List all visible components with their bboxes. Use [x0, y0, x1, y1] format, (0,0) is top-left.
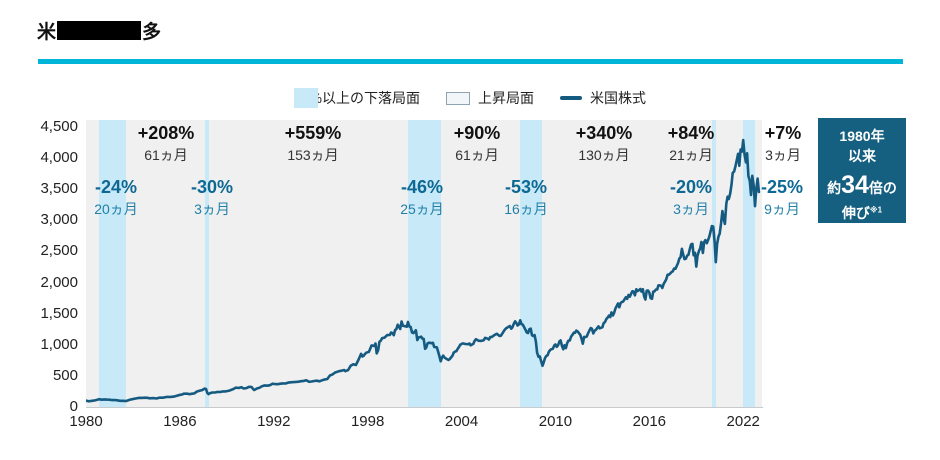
legend-label: 20%以上の下落局面	[293, 90, 421, 106]
title-underline	[38, 59, 903, 64]
annotation-rise: +84% 21ヵ月	[667, 123, 715, 163]
y-tick-label: 2,500	[40, 242, 78, 260]
decline-band-swatch-icon	[293, 88, 318, 108]
x-tick-label: 2016	[632, 413, 667, 430]
decline-band	[204, 120, 209, 407]
x-tick-label: 1992	[257, 413, 291, 430]
callout-line-2: 以来	[848, 148, 876, 165]
callout-multiple: 34	[841, 170, 869, 199]
y-tick-label: 4,500	[40, 118, 78, 135]
legend-label: 米国株式	[590, 90, 647, 106]
annotation-rise: +7% 3ヵ月	[764, 123, 802, 163]
annotation-drop: -46% 25ヵ月	[400, 177, 444, 217]
callout-line-4: 伸び※1	[841, 204, 883, 221]
y-tick-label: 4,000	[40, 149, 78, 167]
annotation-rise: +208% 61ヵ月	[137, 123, 195, 163]
redaction-bar	[57, 20, 142, 40]
y-tick-label: 1,500	[40, 304, 78, 322]
annotation-drop: -25% 9ヵ月	[760, 177, 804, 217]
annotation-rise: +340% 130ヵ月	[575, 123, 633, 163]
legend-label: 上昇局面	[478, 90, 535, 106]
annotation-drop: -24% 20ヵ月	[94, 177, 138, 217]
decline-band	[743, 120, 755, 407]
annotation-rise: +90% 61ヵ月	[453, 123, 501, 163]
title-prefix: 米	[37, 21, 57, 43]
annotation-drop: -53% 16ヵ月	[504, 177, 548, 217]
x-tick-label: 2004	[444, 413, 479, 430]
callout-line-3: 約34倍の	[827, 170, 897, 199]
x-tick-label: 2022	[726, 413, 760, 430]
decline-band	[711, 120, 716, 407]
legend-item-decline-phase: 20%以上の下落局面	[293, 88, 421, 108]
annotation-rise: +559% 153ヵ月	[284, 123, 342, 163]
callout-line-1: 1980年	[839, 128, 885, 144]
y-tick-label: 2,000	[40, 273, 78, 291]
x-tick-label: 1980	[69, 413, 103, 430]
y-tick-label: 0	[69, 398, 78, 415]
y-tick-label: 1,000	[40, 335, 78, 353]
rise-band-swatch-icon	[446, 91, 471, 105]
y-tick-label: 3,500	[40, 180, 78, 198]
decline-band	[98, 120, 127, 407]
y-tick-label: 500	[52, 366, 78, 384]
x-tick-label: 1986	[163, 413, 197, 430]
footnote-marker: ※1	[869, 205, 883, 215]
x-tick-label: 2010	[538, 413, 573, 430]
growth-callout: 1980年 以来 約34倍の 伸び※1	[818, 118, 906, 223]
annotation-drop: -30% 3ヵ月	[190, 177, 234, 217]
decline-band	[408, 120, 441, 407]
us-equity-line	[86, 138, 761, 403]
x-axis-line	[86, 407, 763, 408]
legend: 20%以上の下落局面 上昇局面 米国株式	[0, 88, 940, 108]
page-title: 米 多	[37, 18, 162, 43]
decline-band	[520, 120, 543, 407]
y-tick-label: 3,000	[40, 211, 78, 229]
line-swatch-icon	[560, 96, 583, 100]
plot-area	[86, 120, 762, 407]
legend-item-rise-phase: 上昇局面	[446, 88, 534, 108]
title-suffix: 多	[142, 21, 162, 43]
legend-item-us-equity: 米国株式	[560, 88, 646, 108]
x-tick-label: 1998	[350, 413, 385, 430]
annotation-drop: -20% 3ヵ月	[669, 177, 713, 217]
